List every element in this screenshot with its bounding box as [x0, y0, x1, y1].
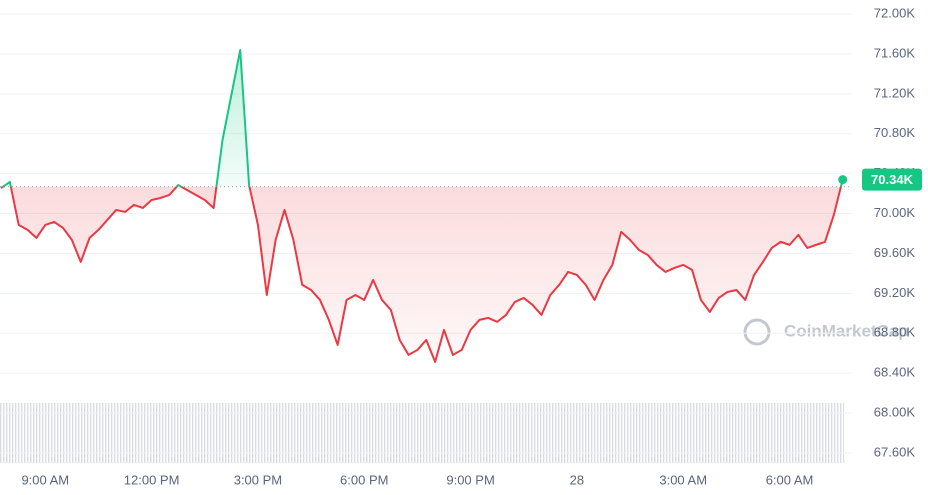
y-tick-label: 68.80K: [874, 325, 916, 340]
y-tick-label: 72.00K: [874, 5, 916, 20]
volume-bars: [0, 403, 844, 463]
x-tick-label: 28: [570, 472, 584, 487]
price-line-down: [0, 186, 842, 363]
x-tick-label: 3:00 AM: [659, 472, 707, 487]
area-down: [1, 186, 843, 362]
current-price-tag: [862, 168, 922, 191]
x-tick-label: 6:00 AM: [766, 472, 814, 487]
x-tick-label: 12:00 PM: [124, 472, 180, 487]
y-tick-label: 69.60K: [874, 245, 916, 260]
y-tick-label: 68.40K: [874, 365, 916, 380]
x-tick-label: 9:00 PM: [446, 472, 494, 487]
y-tick-label: 67.60K: [874, 444, 916, 459]
y-tick-label: 71.20K: [874, 85, 916, 100]
y-tick-label: 70.00K: [874, 205, 916, 220]
x-tick-label: 6:00 PM: [340, 472, 388, 487]
x-tick-label: 9:00 AM: [21, 472, 69, 487]
y-tick-label: 71.60K: [874, 45, 916, 60]
watermark: CoinMarketCap: [784, 321, 909, 340]
y-tick-label: 69.20K: [874, 285, 916, 300]
current-price-dot: [838, 175, 848, 185]
current-price-label: 70.34K: [871, 172, 914, 187]
y-tick-label: 68.00K: [874, 405, 916, 420]
watermark-logo: [743, 318, 771, 346]
x-tick-label: 3:00 PM: [234, 472, 282, 487]
y-tick-label: 70.80K: [874, 125, 916, 140]
